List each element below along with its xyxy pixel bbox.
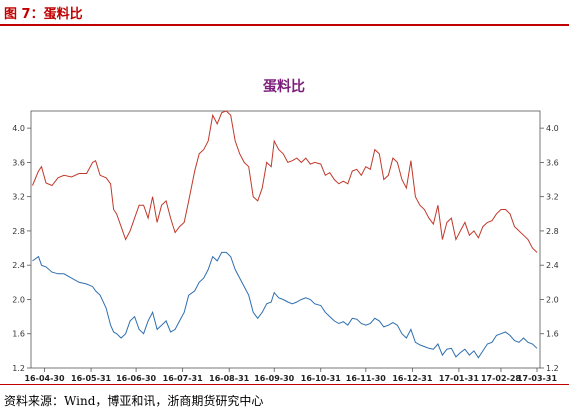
x-tick-label: 17-02-28 [481,374,521,382]
x-tick-label: 16-10-31 [301,374,341,382]
y-tick-label-left: 1.2 [12,364,25,373]
footer-rule [0,384,569,385]
x-tick-label: 16-04-30 [24,374,64,382]
x-tick-label: 16-05-31 [71,374,111,382]
y-tick-label-left: 2.8 [12,227,25,236]
x-tick-label: 16-07-31 [163,374,203,382]
x-tick-label: 17-03-31 [517,374,557,382]
header-rule [0,24,569,26]
y-tick-label-left: 2.4 [12,261,25,270]
source-note: 资料来源：Wind，博亚和讯，浙商期货研究中心 [4,394,264,408]
y-tick-label-right: 2.4 [546,261,559,270]
y-tick-label-right: 2.0 [546,295,559,304]
chart-svg: 蛋料比 1.2 1.2 1.6 1.6 2.0 2.0 2.4 2.4 2.8 2.8 3.2 3.2… [12,78,559,383]
plot-area: 1.2 1.2 1.6 1.6 2.0 2.0 2.4 2.4 2.8 2.8 3.2 3.2 3.6 3… [12,110,559,383]
x-tick-label: 16-08-31 [209,374,249,382]
series-line-1 [32,110,538,253]
y-tick-label-left: 4.0 [12,124,25,133]
y-tick-label-right: 2.8 [546,227,559,236]
y-tick-label-left: 2.0 [12,295,25,304]
y-tick-label-left: 3.6 [12,158,25,167]
series-line-2 [32,251,538,359]
chart-area: 蛋料比 1.2 1.2 1.6 1.6 2.0 2.0 2.4 2.4 2.8 2.8 3.2 3.2… [0,30,569,383]
x-tick-label: 17-01-31 [439,374,479,382]
y-tick-label-right: 3.2 [546,193,559,202]
figure-label: 图 7：蛋料比 [4,7,83,22]
figure-footer: 资料来源：Wind，博亚和讯，浙商期货研究中心 [0,382,569,414]
x-tick-label: 16-11-30 [346,374,386,382]
x-tick-label: 16-09-30 [254,374,294,382]
y-tick-label-right: 1.2 [546,364,559,373]
y-tick-label-right: 4.0 [546,124,559,133]
y-tick-label-right: 3.6 [546,158,559,167]
chart-title: 蛋料比 [263,78,305,95]
x-tick-label: 16-06-30 [116,374,156,382]
plot-frame [30,110,541,369]
y-tick-label-left: 3.2 [12,193,25,202]
y-tick-label-left: 1.6 [12,330,25,339]
x-tick-label: 16-12-31 [392,374,432,382]
figure-header: 图 7：蛋料比 [0,0,569,26]
y-tick-label-right: 1.6 [546,330,559,339]
